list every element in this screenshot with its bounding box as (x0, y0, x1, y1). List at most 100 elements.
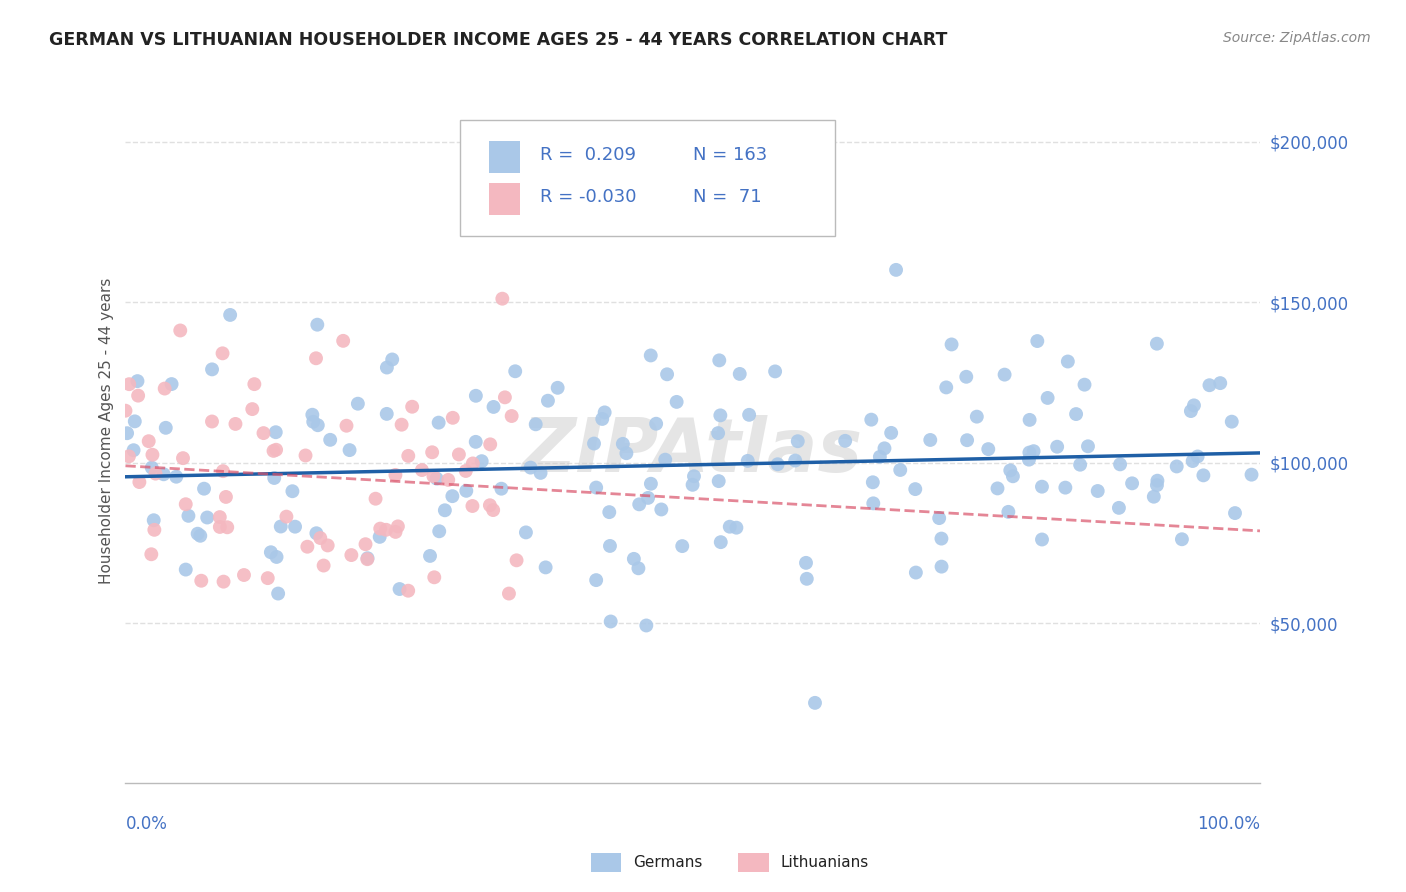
Point (804, 696, 827, 710)
Point (593, 405, 616, 419)
Point (240, 402, 263, 417)
Point (931, 559, 953, 574)
Point (141, 460, 163, 475)
Point (1018, 413, 1040, 427)
Point (354, 537, 377, 551)
Point (160, 377, 183, 392)
Point (1056, 354, 1078, 368)
Point (491, 292, 513, 306)
Point (387, 519, 409, 533)
Point (710, 535, 733, 549)
Point (305, 351, 328, 366)
Point (665, 395, 688, 409)
Point (515, 525, 537, 540)
Point (309, 531, 332, 545)
Point (503, 364, 526, 378)
Point (931, 532, 953, 546)
Point (118, 450, 141, 464)
Point (347, 397, 370, 411)
Point (524, 417, 547, 432)
Point (862, 496, 884, 510)
Point (401, 400, 423, 414)
Point (537, 393, 560, 408)
Point (1192, 468, 1215, 483)
Point (1121, 476, 1143, 491)
Point (920, 433, 942, 447)
Point (1209, 376, 1232, 391)
Point (375, 523, 398, 537)
Point (276, 509, 298, 524)
Point (709, 409, 731, 423)
Point (312, 558, 335, 573)
Point (307, 318, 329, 332)
Point (396, 449, 419, 463)
Point (860, 412, 883, 426)
Point (195, 510, 218, 524)
Point (212, 464, 235, 478)
Point (707, 426, 730, 441)
Point (707, 474, 730, 488)
Point (356, 551, 378, 566)
Point (339, 443, 361, 458)
Point (1069, 458, 1091, 472)
Point (862, 475, 884, 490)
Point (738, 408, 761, 422)
Text: R = -0.030: R = -0.030 (540, 188, 636, 206)
Point (1046, 440, 1069, 454)
Point (1073, 377, 1095, 392)
Point (211, 346, 233, 360)
Point (427, 416, 450, 430)
Point (177, 508, 200, 523)
Point (612, 437, 634, 451)
Point (461, 457, 484, 471)
Point (174, 563, 197, 577)
Point (256, 571, 278, 585)
Point (114, 403, 136, 417)
Point (1109, 458, 1132, 472)
Point (190, 574, 212, 588)
Point (174, 497, 197, 511)
Point (1198, 378, 1220, 392)
Point (640, 476, 662, 491)
Point (461, 499, 484, 513)
Point (356, 552, 378, 566)
Point (599, 539, 621, 553)
Point (152, 467, 174, 482)
Point (441, 410, 464, 425)
Point (1108, 500, 1130, 515)
Point (904, 482, 927, 496)
Point (212, 574, 235, 589)
Point (1146, 478, 1168, 492)
Point (627, 561, 650, 575)
Point (128, 475, 150, 489)
Point (623, 552, 645, 566)
Point (266, 549, 288, 564)
Point (118, 377, 141, 392)
Point (479, 437, 502, 451)
Point (264, 425, 287, 440)
Point (364, 491, 387, 506)
Point (437, 473, 460, 487)
Point (650, 502, 672, 516)
Point (519, 460, 541, 475)
Point (728, 367, 751, 381)
Point (1220, 415, 1243, 429)
Point (423, 570, 446, 584)
Y-axis label: Householder Income Ages 25 - 44 years: Householder Income Ages 25 - 44 years (100, 277, 114, 583)
Point (264, 442, 287, 457)
Point (1087, 483, 1109, 498)
Point (785, 453, 807, 467)
Point (547, 381, 569, 395)
Point (941, 337, 963, 351)
FancyBboxPatch shape (488, 184, 520, 215)
Point (986, 482, 1008, 496)
Point (709, 353, 731, 368)
Point (482, 503, 505, 517)
Point (1036, 391, 1059, 405)
Point (420, 445, 443, 459)
Point (1146, 336, 1168, 351)
Point (208, 510, 231, 524)
Point (889, 463, 911, 477)
Point (478, 498, 501, 512)
Point (645, 417, 668, 431)
